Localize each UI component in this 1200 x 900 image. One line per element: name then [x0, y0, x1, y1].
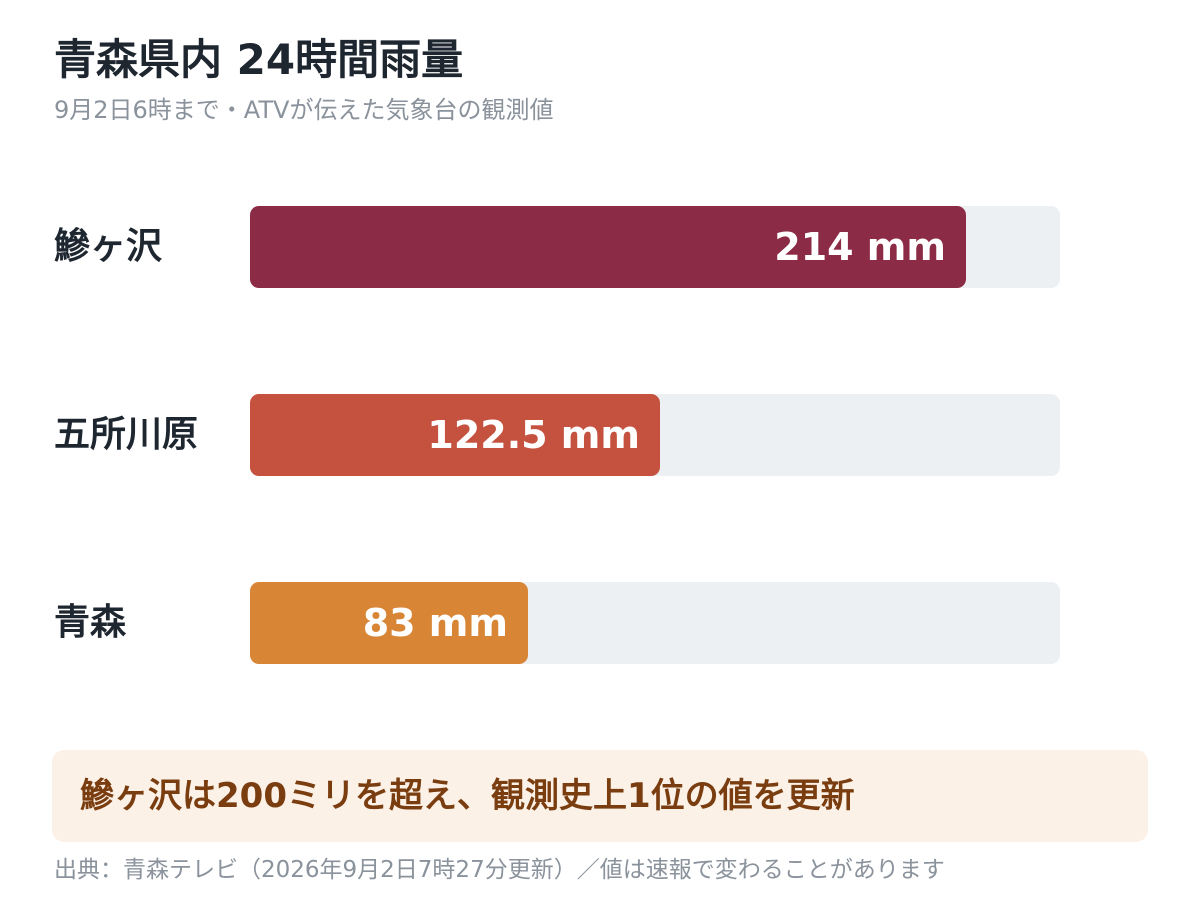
chart-title: 青森県内 24時間雨量 — [54, 35, 464, 84]
category-label: 鰺ヶ沢 — [54, 226, 163, 267]
bar: 83 mm — [250, 582, 528, 664]
bar: 214 mm — [250, 206, 966, 288]
highlight-note: 鰺ヶ沢は200ミリを超え、観測史上1位の値を更新 — [52, 750, 1148, 842]
bar-track: 214 mm — [250, 206, 1060, 288]
note-text: 鰺ヶ沢は200ミリを超え、観測史上1位の値を更新 — [80, 776, 855, 816]
bar-track: 83 mm — [250, 582, 1060, 664]
category-label: 五所川原 — [54, 414, 199, 455]
bar-value-label: 83 mm — [362, 601, 508, 645]
bar: 122.5 mm — [250, 394, 660, 476]
bar-value-label: 214 mm — [774, 225, 946, 269]
source-note: 出典：青森テレビ（2026年9月2日7時27分更新）／値は速報で変わることがあり… — [54, 857, 945, 883]
chart-subtitle: 9月2日6時まで・ATVが伝えた気象台の観測値 — [54, 96, 554, 124]
bar-value-label: 122.5 mm — [427, 413, 640, 457]
bar-track: 122.5 mm — [250, 394, 1060, 476]
category-label: 青森 — [54, 602, 127, 643]
